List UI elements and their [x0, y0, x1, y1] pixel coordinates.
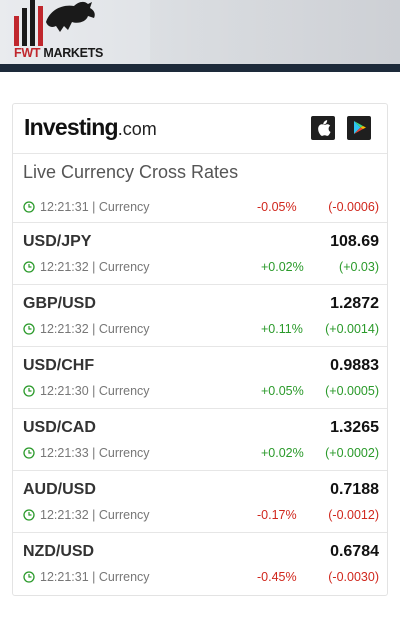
google-play-button[interactable]	[347, 116, 371, 140]
clock-icon	[23, 447, 35, 459]
row-meta: 12:21:30 | Currency	[23, 384, 150, 398]
percent-change: -0.05%	[257, 200, 297, 214]
price-change: (-0.0006)	[328, 200, 379, 214]
percent-change: +0.05%	[261, 384, 304, 398]
header-bottom-bar	[0, 64, 400, 72]
price-value: 0.7188	[330, 481, 379, 498]
apple-icon	[318, 120, 331, 136]
currency-pair[interactable]: GBP/USD	[23, 295, 96, 312]
clock-icon	[23, 323, 35, 335]
clock-icon	[23, 385, 35, 397]
percent-change: -0.17%	[257, 508, 297, 522]
currency-widget: Investing.com Live Currency Cross Rates …	[12, 103, 388, 596]
apple-app-button[interactable]	[311, 116, 335, 140]
row-meta: 12:21:33 | Currency	[23, 446, 150, 460]
price-change: (+0.03)	[339, 260, 379, 274]
currency-row[interactable]: AUD/USD 0.7188 12:21:32 | Currency -0.17% (-…	[13, 471, 387, 533]
currency-row[interactable]: NZD/USD 0.6784 12:21:31 | Currency -0.45% (-…	[13, 533, 387, 594]
table-row[interactable]: 12:21:31 | Currency -0.05% (-0.0006)	[13, 194, 387, 223]
bull-and-bars-logo-icon	[14, 0, 95, 46]
clock-icon	[23, 201, 35, 213]
clock-icon	[23, 571, 35, 583]
price-value: 1.3265	[330, 419, 379, 436]
price-value: 0.9883	[330, 357, 379, 374]
percent-change: +0.11%	[261, 322, 303, 336]
fwt-markets-logo[interactable]: FWT MARKETS	[12, 0, 104, 62]
currency-row[interactable]: USD/CHF 0.9883 12:21:30 | Currency +0.05% (+…	[13, 347, 387, 409]
logo-text: FWT MARKETS	[14, 46, 104, 60]
percent-change: -0.45%	[257, 570, 297, 584]
price-value: 108.69	[330, 233, 379, 250]
currency-row[interactable]: USD/JPY 108.69 12:21:32 | Currency +0.02% (+…	[13, 223, 387, 285]
percent-change: +0.02%	[261, 260, 304, 274]
currency-pair[interactable]: NZD/USD	[23, 543, 95, 560]
price-change: (-0.0030)	[328, 570, 379, 584]
currency-row[interactable]: USD/CAD 1.3265 12:21:33 | Currency +0.02% (+…	[13, 409, 387, 471]
row-meta: 12:21:31 | Currency	[23, 200, 150, 214]
price-change: (+0.0005)	[325, 384, 379, 398]
brand-domain: .com	[117, 119, 157, 139]
currency-pair[interactable]: USD/CAD	[23, 419, 96, 436]
percent-change: +0.02%	[261, 446, 304, 460]
row-meta: 12:21:32 | Currency	[23, 508, 150, 522]
widget-title: Live Currency Cross Rates	[23, 162, 239, 182]
row-meta: 12:21:31 | Currency	[23, 570, 150, 584]
widget-header: Investing.com	[13, 104, 387, 154]
currency-row[interactable]: GBP/USD 1.2872 12:21:32 | Currency +0.11% (+…	[13, 285, 387, 347]
google-play-icon	[354, 121, 366, 134]
price-change: (+0.0014)	[325, 322, 379, 336]
clock-icon	[23, 261, 35, 273]
currency-pair[interactable]: USD/CHF	[23, 357, 95, 374]
site-header: FWT MARKETS	[0, 0, 400, 72]
row-meta: 12:21:32 | Currency	[23, 260, 150, 274]
header-background	[150, 0, 400, 64]
price-value: 0.6784	[330, 543, 379, 560]
currency-pair[interactable]: USD/JPY	[23, 233, 92, 250]
clock-icon	[23, 509, 35, 521]
row-meta: 12:21:32 | Currency	[23, 322, 150, 336]
currency-pair[interactable]: AUD/USD	[23, 481, 96, 498]
price-change: (-0.0012)	[328, 508, 379, 522]
price-change: (+0.0002)	[325, 446, 379, 460]
investing-logo[interactable]: Investing.com	[24, 114, 157, 141]
brand-main: Investing	[24, 114, 119, 140]
price-value: 1.2872	[330, 295, 379, 312]
